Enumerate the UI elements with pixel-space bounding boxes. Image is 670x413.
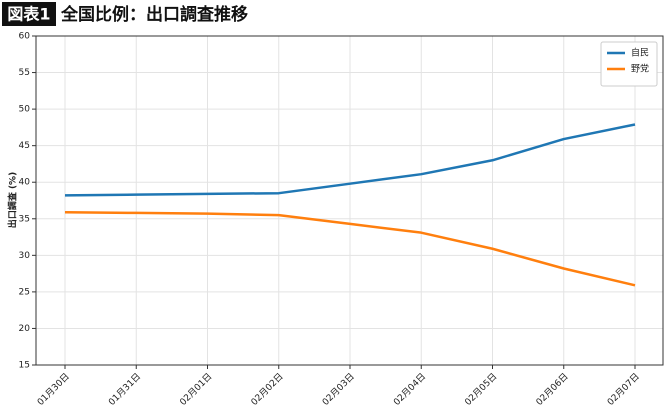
series-line	[64, 123, 636, 197]
y-tick-label: 45	[19, 141, 30, 151]
x-tick-label: 02月07日	[605, 371, 642, 408]
x-tick-label: 02月04日	[391, 371, 428, 408]
plot-frame	[35, 35, 664, 366]
x-tick-label: 01月30日	[35, 371, 72, 408]
title-badge: 図表1	[7, 5, 50, 24]
y-tick-label: 20	[19, 324, 31, 334]
y-tick-label: 25	[19, 287, 30, 297]
y-axis-label: 出口調査 (%)	[7, 172, 19, 228]
y-tick-label: 55	[19, 68, 30, 78]
x-tick-label: 02月02日	[249, 371, 286, 408]
x-tick-label: 02月01日	[178, 371, 215, 408]
y-tick-label: 15	[19, 361, 30, 371]
x-tick-label: 02月05日	[463, 371, 500, 408]
y-tick-label: 30	[19, 251, 31, 261]
legend-label: 野党	[631, 63, 649, 75]
title-badge-bg	[2, 2, 56, 26]
y-tick-label: 60	[19, 32, 31, 42]
x-tick-label: 01月31日	[106, 371, 143, 408]
chart-title: 全国比例：出口調査推移	[60, 4, 248, 25]
y-tick-label: 35	[19, 214, 30, 224]
legend-label: 自民	[631, 47, 649, 59]
x-tick-label: 02月03日	[320, 371, 357, 408]
x-tick-label: 02月06日	[534, 371, 571, 408]
y-tick-label: 50	[19, 105, 31, 115]
y-tick-label: 40	[19, 178, 31, 188]
series-line	[64, 210, 636, 287]
